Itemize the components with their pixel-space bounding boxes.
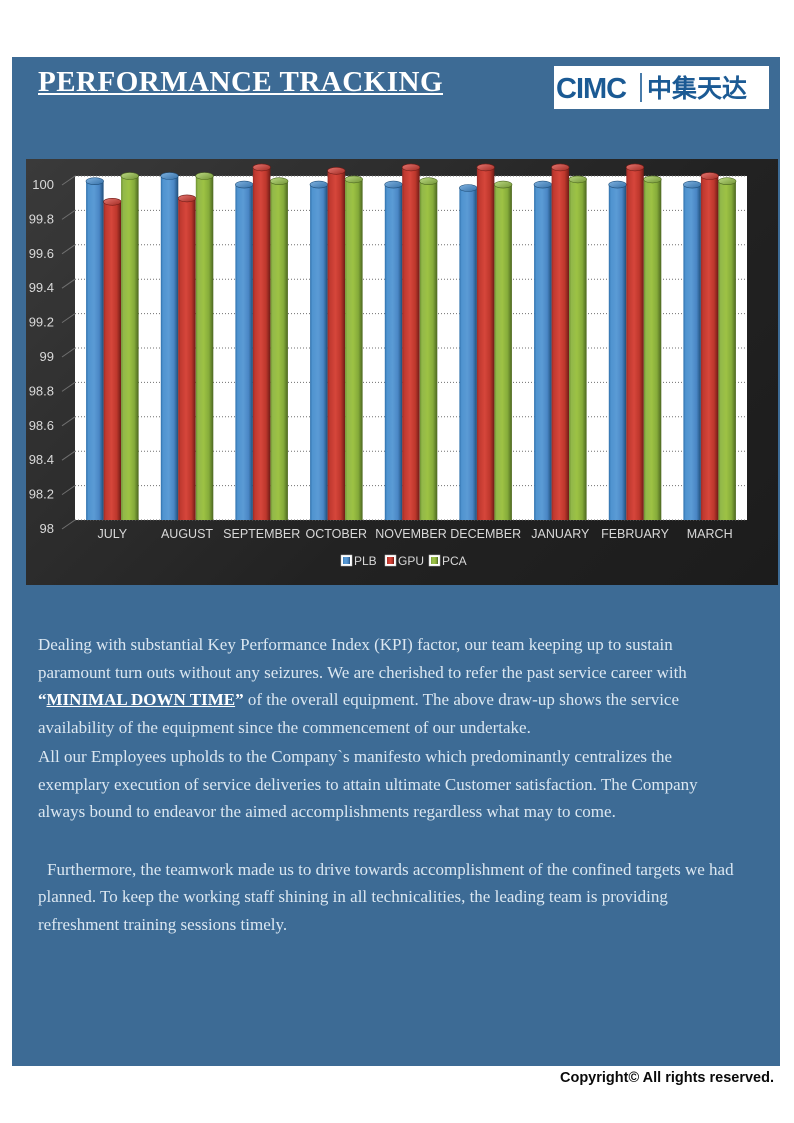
svg-text:99.4: 99.4: [29, 280, 54, 295]
svg-text:JANUARY: JANUARY: [531, 527, 590, 541]
svg-text:FEBRUARY: FEBRUARY: [601, 527, 670, 541]
svg-text:98.4: 98.4: [29, 452, 54, 467]
svg-text:MARCH: MARCH: [687, 527, 733, 541]
svg-text:99.8: 99.8: [29, 211, 54, 226]
svg-text:中集天达: 中集天达: [647, 74, 747, 103]
svg-text:JULY: JULY: [97, 527, 127, 541]
svg-text:100: 100: [32, 177, 54, 192]
svg-text:AUGUST: AUGUST: [161, 527, 213, 541]
svg-text:PLB: PLB: [354, 554, 377, 568]
svg-text:SEPTEMBER: SEPTEMBER: [223, 527, 300, 541]
svg-text:98.2: 98.2: [29, 487, 54, 502]
svg-text:98.6: 98.6: [29, 418, 54, 433]
svg-text:GPU: GPU: [398, 554, 424, 568]
svg-text:98: 98: [40, 521, 54, 536]
svg-text:99.2: 99.2: [29, 315, 54, 330]
svg-text:99.6: 99.6: [29, 246, 54, 261]
svg-text:CIMC: CIMC: [556, 73, 627, 105]
svg-text:99: 99: [40, 349, 54, 364]
svg-text:OCTOBER: OCTOBER: [306, 527, 368, 541]
svg-text:PCA: PCA: [442, 554, 467, 568]
svg-text:98.8: 98.8: [29, 383, 54, 398]
svg-text:DECEMBER: DECEMBER: [450, 527, 521, 541]
svg-text:NOVEMBER: NOVEMBER: [375, 527, 447, 541]
